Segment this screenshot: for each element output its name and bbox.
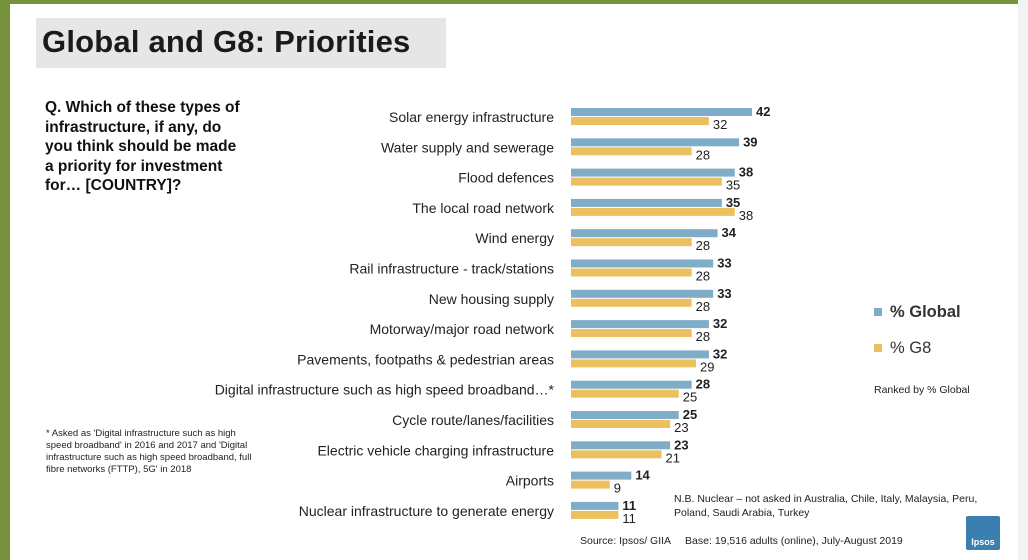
bar-global [571,108,752,116]
bar-global [571,350,709,359]
bar-global [571,138,740,147]
value-label-g8: 38 [739,208,753,223]
category-label: Nuclear infrastructure to generate energ… [299,503,554,519]
value-label-global: 33 [717,256,731,271]
value-label-global: 11 [622,498,636,513]
category-label: Water supply and sewerage [381,139,554,155]
category-label: Motorway/major road network [370,321,555,337]
nb-note: N.B. Nuclear – not asked in Australia, C… [674,493,978,519]
category-label: Flood defences [458,170,554,186]
value-label-global: 32 [713,316,727,331]
bar-g8 [571,480,610,489]
legend-item-g8: % G8 [874,338,1014,358]
category-label: Wind energy [475,230,554,246]
value-label-g8: 28 [696,299,710,314]
footnote: * Asked as 'Digital infrastructure such … [46,428,252,475]
value-label-global: 38 [739,165,753,180]
bar-g8 [571,450,662,459]
value-label-g8: 21 [666,450,680,465]
value-label-global: 14 [635,468,650,483]
legend-item-global: % Global [874,302,1014,322]
category-label: Rail infrastructure - track/stations [349,261,554,277]
page-title: Global and G8: Priorities [42,24,411,59]
bar-g8 [571,238,692,247]
value-label-g8: 29 [700,359,714,374]
value-label-g8: 11 [622,511,636,526]
source-note: Source: Ipsos/ GIIA Base: 19,516 adults … [580,535,903,547]
legend: % Global % G8 [874,302,1014,374]
category-label: Pavements, footpaths & pedestrian areas [297,351,554,367]
bar-g8 [571,298,692,307]
bar-g8 [571,147,692,156]
bar-global [571,198,722,207]
bar-g8 [571,117,709,125]
legend-label-global: % Global [890,302,961,321]
bar-g8 [571,177,722,186]
value-label-g8: 32 [713,117,727,132]
value-label-g8: 28 [696,329,710,344]
legend-swatch-global [874,308,882,316]
ipsos-logo: Ipsos [966,516,1000,550]
value-label-g8: 25 [683,390,697,405]
legend-swatch-g8 [874,344,882,352]
bar-global [571,441,671,450]
bar-global [571,471,632,480]
bar-g8 [571,359,696,368]
bar-g8 [571,389,679,398]
value-label-global: 42 [756,104,770,119]
value-label-g8: 28 [696,238,710,253]
slide [10,4,1028,560]
bar-g8 [571,207,735,216]
value-label-global: 28 [696,377,710,392]
category-label: New housing supply [429,291,554,307]
bar-global [571,320,709,329]
category-label: The local road network [412,200,555,216]
title-background [36,18,446,68]
value-label-g8: 23 [674,420,688,435]
question-text: Q. Which of these types of infrastructur… [45,99,240,194]
bar-global [571,229,718,238]
bar-global [571,501,619,510]
category-label: Cycle route/lanes/facilities [392,412,554,428]
category-label: Electric vehicle charging infrastructure [317,442,554,458]
value-label-global: 39 [743,134,757,149]
ranked-note: Ranked by % Global [874,384,970,396]
bar-g8 [571,510,619,519]
value-label-g8: 28 [696,269,710,284]
category-label: Solar energy infrastructure [389,109,554,125]
value-label-g8: 28 [696,147,710,162]
bar-global [571,411,679,419]
category-label: Digital infrastructure such as high spee… [215,382,555,398]
legend-label-g8: % G8 [890,338,932,357]
value-label-g8: 9 [614,481,621,496]
bar-g8 [571,268,692,277]
bar-global [571,380,692,389]
value-label-g8: 35 [726,178,740,193]
bar-global [571,168,735,177]
value-label-global: 25 [683,407,697,422]
bar-global [571,289,714,298]
slide-edge [1018,0,1028,560]
value-label-global: 34 [722,225,737,240]
value-label-global: 32 [713,346,727,361]
value-label-global: 35 [726,195,740,210]
bar-g8 [571,420,671,428]
value-label-global: 33 [717,286,731,301]
bar-global [571,259,714,268]
value-label-global: 23 [674,437,688,452]
bar-g8 [571,329,692,338]
category-label: Airports [506,473,554,489]
